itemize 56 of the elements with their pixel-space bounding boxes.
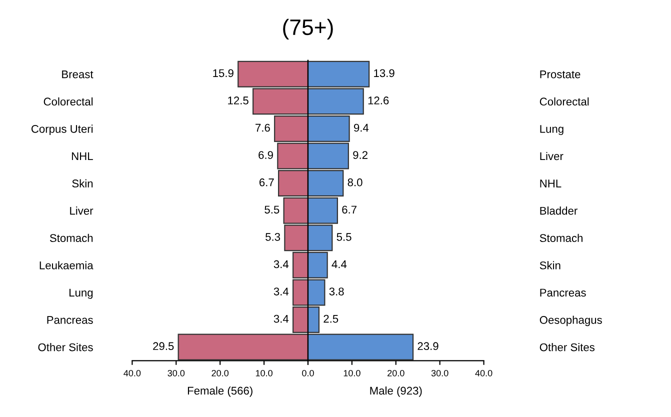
y-tick-label: Colorectal [44,97,93,106]
data-label: 6.7 [259,178,274,186]
y-tick-label: Lung [540,125,564,136]
y-tick-label: Bladder [540,206,578,215]
data-label: 5.3 [266,232,280,241]
y-tick-label: Pancreas [47,316,93,324]
data-label: 6.7 [342,206,356,214]
x-tick-label: 30.0 [431,370,448,376]
data-label: 5.5 [264,206,280,214]
x-tick-label: 30.0 [168,370,185,376]
y-tick-label: Skin [72,179,93,188]
y-tick-label: Pancreas [540,288,586,297]
y-tick-label: Prostate [540,70,580,78]
x-tick-label: 40.0 [475,370,492,376]
y-tick-label: Other Sites [38,343,93,352]
data-label: 2.5 [324,314,338,323]
data-label: 15.9 [213,69,234,78]
y-tick-label: Liver [540,152,564,160]
x-tick-label: 20.0 [212,370,229,376]
x-axis-title: Female (566) [188,386,252,397]
y-tick-label: Stomach [50,234,93,242]
x-tick-label: 20.0 [388,370,404,376]
y-tick-label: Stomach [540,234,582,242]
data-label: 7.6 [256,124,270,132]
data-label: 3.4 [274,288,289,296]
x-tick-label: 10.0 [256,370,272,376]
y-tick-label: Liver [70,206,94,215]
data-label: 4.4 [332,260,347,268]
chart-title: (75+) [283,18,333,40]
data-label: 29.5 [153,342,174,350]
data-label: 8.0 [348,178,362,186]
y-tick-label: Breast [62,70,94,78]
y-tick-label: Colorectal [540,97,589,106]
y-tick-label: NHL [540,180,562,188]
y-tick-label: Oesophagus [540,316,602,326]
x-tick-label: 40.0 [124,370,141,376]
y-tick-label: NHL [72,152,93,160]
data-label: 3.4 [274,260,289,268]
data-label: 5.5 [336,233,352,241]
x-tick-label: 0.0 [302,370,314,376]
data-label: 3.8 [329,288,344,296]
y-tick-label: Corpus Uteri [32,124,93,136]
data-label: 3.4 [274,314,289,323]
y-tick-label: Other Sites [540,343,595,352]
y-tick-label: Skin [540,261,560,270]
x-axis-title: Male (923) [370,386,422,397]
data-label: 9.4 [354,124,369,132]
y-tick-label: Lung [69,288,93,299]
data-label: 12.5 [228,96,248,104]
data-label: 13.9 [374,69,394,78]
data-label: 12.6 [368,96,389,104]
data-label: 6.9 [258,151,273,159]
data-label: 23.9 [418,342,438,350]
y-tick-label: Leukaemia [40,261,94,270]
data-label: 9.2 [353,151,368,159]
x-tick-label: 10.0 [344,370,360,376]
